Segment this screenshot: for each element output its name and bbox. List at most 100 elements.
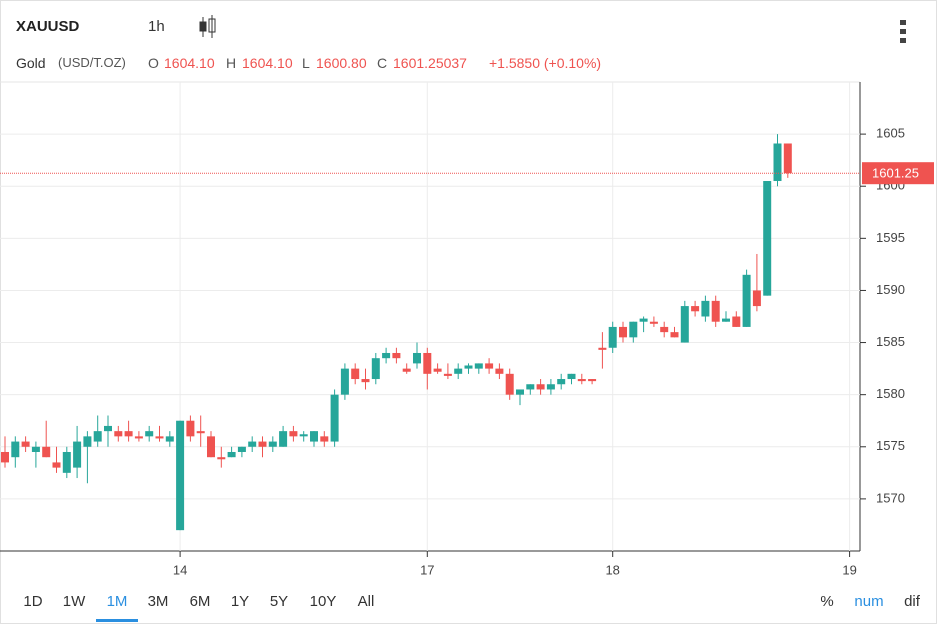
range-button[interactable]: 1D — [23, 593, 42, 610]
candle-body — [773, 143, 782, 182]
close-value: 1601.25037 — [393, 55, 467, 71]
candle-body — [21, 441, 30, 447]
candle-body — [186, 420, 195, 437]
y-tick-label: 1585 — [876, 334, 905, 349]
candle-body — [289, 431, 298, 437]
candle-body — [330, 394, 339, 442]
symbol[interactable]: XAUUSD — [16, 18, 80, 35]
range-button[interactable]: 10Y — [310, 593, 337, 610]
candle-body — [320, 436, 329, 442]
candle-body — [402, 368, 411, 372]
candle-body — [474, 363, 483, 369]
candle-body — [145, 431, 154, 437]
candle-body — [588, 379, 597, 382]
candle-body — [557, 379, 566, 385]
open-label: O — [148, 55, 159, 71]
candle-body — [124, 431, 133, 437]
mode-button[interactable]: % — [820, 593, 833, 610]
high-value: 1604.10 — [242, 55, 293, 71]
candle-body — [62, 451, 71, 473]
unit: (USD/T.OZ) — [58, 55, 126, 70]
candle-body — [340, 368, 349, 395]
candle-body — [516, 389, 524, 395]
candle-body — [310, 431, 318, 442]
candle-body — [299, 434, 308, 437]
y-tick-label: 1575 — [876, 438, 905, 453]
candle-body — [248, 441, 257, 447]
change: +1.5850 (+0.10%) — [489, 55, 601, 71]
candle-body — [258, 441, 267, 447]
candle-body — [176, 420, 185, 531]
close-label: C — [377, 55, 387, 71]
interval[interactable]: 1h — [148, 18, 165, 35]
range-button[interactable]: 6M — [190, 593, 211, 610]
candle-body — [11, 441, 20, 458]
low-label: L — [302, 55, 310, 71]
candle-body — [165, 436, 174, 442]
candle-body — [763, 181, 772, 296]
candle-body — [454, 368, 463, 374]
candle-body — [495, 368, 504, 374]
candle-body — [1, 451, 9, 463]
candle-body — [155, 436, 164, 439]
range-button[interactable]: 1Y — [231, 593, 249, 610]
candle-body — [526, 384, 535, 390]
range-button[interactable]: 1W — [63, 593, 86, 610]
mode-button[interactable]: num — [854, 593, 883, 610]
menu-icon[interactable] — [900, 20, 906, 43]
candle-body — [577, 379, 586, 382]
candle-body — [660, 326, 669, 333]
candle-body — [392, 352, 401, 359]
candle-body — [783, 143, 792, 174]
candle-body — [237, 446, 246, 452]
candle-body — [546, 384, 555, 390]
candle-body — [649, 321, 658, 324]
candle-body — [42, 446, 51, 458]
candle-body — [536, 384, 545, 390]
range-button[interactable]: 1M — [107, 593, 128, 610]
x-tick-label: 17 — [420, 562, 434, 577]
candle-body — [31, 446, 40, 452]
x-tick-label: 18 — [605, 562, 619, 577]
candle-body — [134, 436, 143, 439]
chart-type-icon[interactable] — [199, 15, 216, 38]
candle-body — [608, 326, 617, 348]
candle-body — [196, 431, 205, 434]
candle-body — [114, 431, 123, 437]
candle-body — [691, 306, 700, 312]
y-tick-label: 1570 — [876, 490, 905, 505]
x-tick-label: 14 — [173, 562, 187, 577]
candle-body — [73, 441, 82, 468]
candle-body — [207, 436, 215, 458]
name: Gold — [16, 55, 46, 71]
mode-button[interactable]: dif — [904, 593, 921, 610]
y-tick-label: 1580 — [876, 386, 905, 401]
quote-line: Gold (USD/T.OZ) O 1604.10 H 1604.10 L 16… — [16, 55, 601, 71]
candle-body — [382, 352, 391, 359]
candle-body — [680, 306, 689, 343]
candle-body — [351, 368, 360, 380]
candle-body — [701, 300, 710, 317]
range-button[interactable]: 5Y — [270, 593, 288, 610]
candle-body — [670, 332, 679, 338]
low-value: 1600.80 — [316, 55, 367, 71]
candle-body — [104, 425, 112, 432]
candle-body — [433, 368, 442, 372]
candle-body — [227, 451, 236, 458]
candle-body — [217, 457, 226, 460]
candle-body — [742, 274, 751, 327]
candle-body — [371, 358, 380, 380]
candle-body — [464, 365, 473, 369]
candle-body — [619, 326, 627, 338]
open-value: 1604.10 — [164, 55, 215, 71]
range-button[interactable]: 3M — [148, 593, 169, 610]
y-tick-label: 1605 — [876, 126, 905, 141]
candle-body — [52, 462, 61, 468]
candle-body — [485, 363, 494, 369]
candle-body — [567, 373, 576, 380]
range-button[interactable]: All — [358, 593, 375, 610]
candle-body — [443, 373, 452, 376]
last-price-label: 1601.25 — [872, 166, 919, 181]
candle-body — [279, 431, 288, 447]
